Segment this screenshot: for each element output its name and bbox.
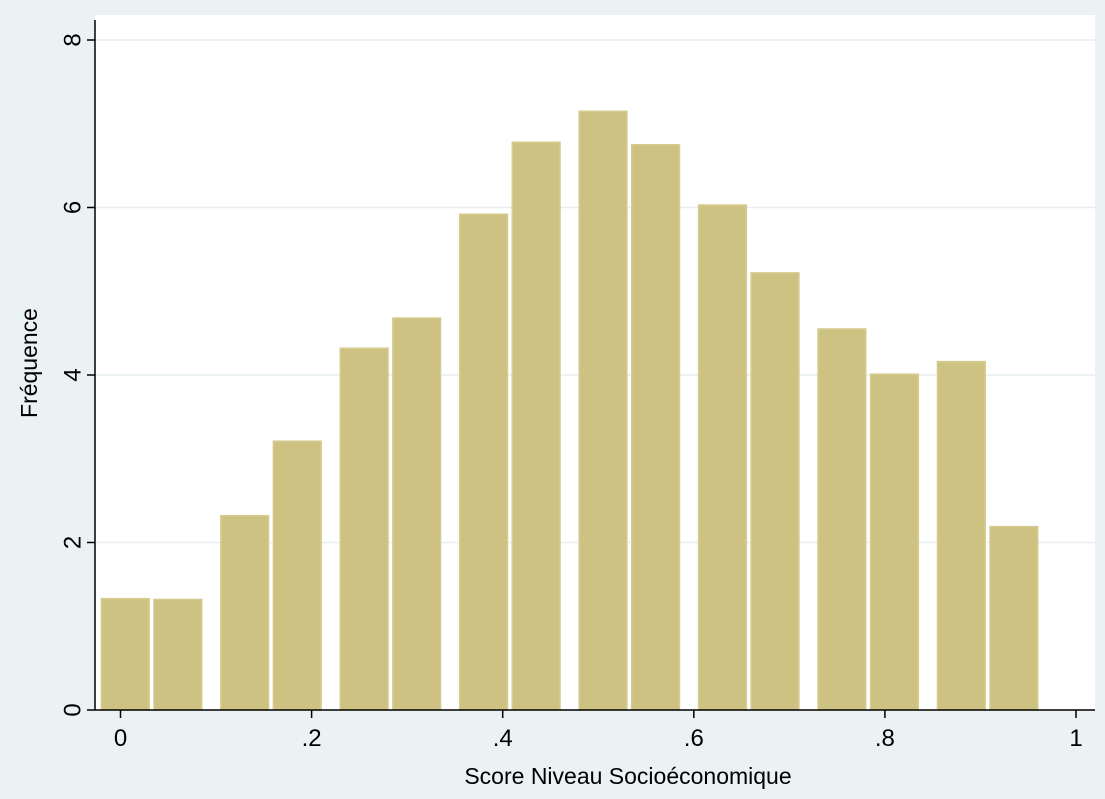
y-tick-label: 4 [60,368,87,381]
histogram-bar [750,272,800,711]
histogram-bar [697,204,748,711]
bars [100,110,1039,711]
histogram-bar [936,360,986,711]
y-axis-label: Fréquence [16,308,42,418]
x-tick-label: .6 [684,725,704,752]
histogram-bar [630,143,681,711]
histogram-bar [392,317,442,711]
y-tick-label: 6 [60,201,87,214]
x-axis-label: Score Niveau Socioéconomique [464,763,791,789]
histogram-bar [153,598,203,711]
histogram-bar [989,525,1039,711]
x-tick-label: 0 [114,725,127,752]
histogram-bar [511,141,561,711]
histogram-bar [100,597,150,711]
histogram-bar [458,213,509,711]
histogram-bar [220,514,270,711]
y-tick-label: 8 [60,33,87,46]
axes: 0 2 4 6 8 0 .2 .4 .6 .8 1 [60,20,1095,752]
histogram-bar [869,373,920,711]
x-tick-label: 1 [1069,725,1082,752]
histogram-bar [817,328,867,711]
y-tick-label: 0 [60,703,87,716]
histogram-bar [272,440,322,711]
x-tick-label: .2 [302,725,322,752]
x-tick-label: .8 [875,725,895,752]
histogram-bar [339,347,389,711]
x-tick-label: .4 [493,725,513,752]
histogram-bar [578,110,628,711]
y-tick-label: 2 [60,536,87,549]
